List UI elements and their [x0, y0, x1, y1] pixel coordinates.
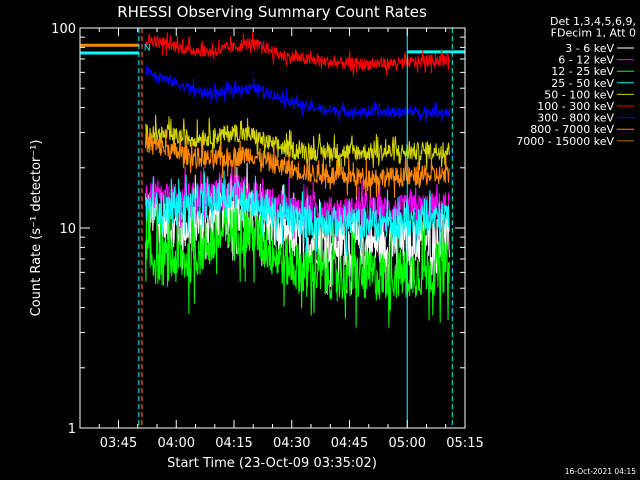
legend-label: 25 - 50 keV	[551, 77, 614, 90]
x-tick-label: 05:00	[389, 436, 426, 451]
series-line-2	[144, 184, 450, 328]
x-axis-label: Start Time (23-Oct-09 03:35:02)	[167, 456, 377, 471]
axis-ticks: 03:45 04:00 04:15 04:30 04:45 05:00 05:15 1 10 10…	[51, 22, 484, 451]
vertical-markers: N	[138, 28, 453, 428]
x-tick-label: 04:30	[273, 436, 310, 451]
legend-label: 7000 - 15000 keV	[516, 135, 614, 148]
series-line-7	[144, 129, 450, 198]
legend-label: 3 - 6 keV	[565, 42, 614, 55]
x-tick-label: 04:15	[215, 436, 252, 451]
legend-label: 100 - 300 keV	[537, 100, 614, 113]
y-tick-label: 10	[59, 222, 76, 237]
legend-label: 6 - 12 keV	[558, 54, 614, 67]
x-tick-label: 04:45	[331, 436, 368, 451]
legend-label: 50 - 100 keV	[544, 88, 614, 101]
legend-label: 12 - 25 keV	[551, 65, 614, 78]
legend-header-line: FDecim 1, Att 0	[551, 27, 636, 40]
legend-label: 300 - 800 keV	[537, 112, 614, 125]
series-line-5	[144, 31, 450, 76]
legend-label: 800 - 7000 keV	[530, 123, 614, 136]
chart-title: RHESSI Observing Summary Count Rates	[117, 3, 427, 21]
legend: Det 1,3,4,5,6,9,FDecim 1, Att 0 3 - 6 keV…	[516, 15, 636, 148]
series-line-6	[145, 65, 450, 124]
annotation-flag: N	[144, 44, 151, 54]
y-axis-label: Count Rate (s⁻¹ detector⁻¹)	[29, 140, 44, 317]
series-line-4	[144, 114, 450, 172]
x-tick-label: 03:45	[100, 436, 137, 451]
series-line-3	[144, 170, 450, 257]
x-tick-label: 04:00	[158, 436, 195, 451]
y-tick-label: 100	[51, 22, 76, 37]
x-tick-label: 05:15	[446, 436, 483, 451]
y-tick-label: 1	[68, 422, 76, 437]
legend-header-line: Det 1,3,4,5,6,9,	[550, 15, 636, 28]
series-layer	[80, 31, 465, 328]
footer-timestamp: 16-Oct-2021 04:15	[565, 467, 636, 476]
